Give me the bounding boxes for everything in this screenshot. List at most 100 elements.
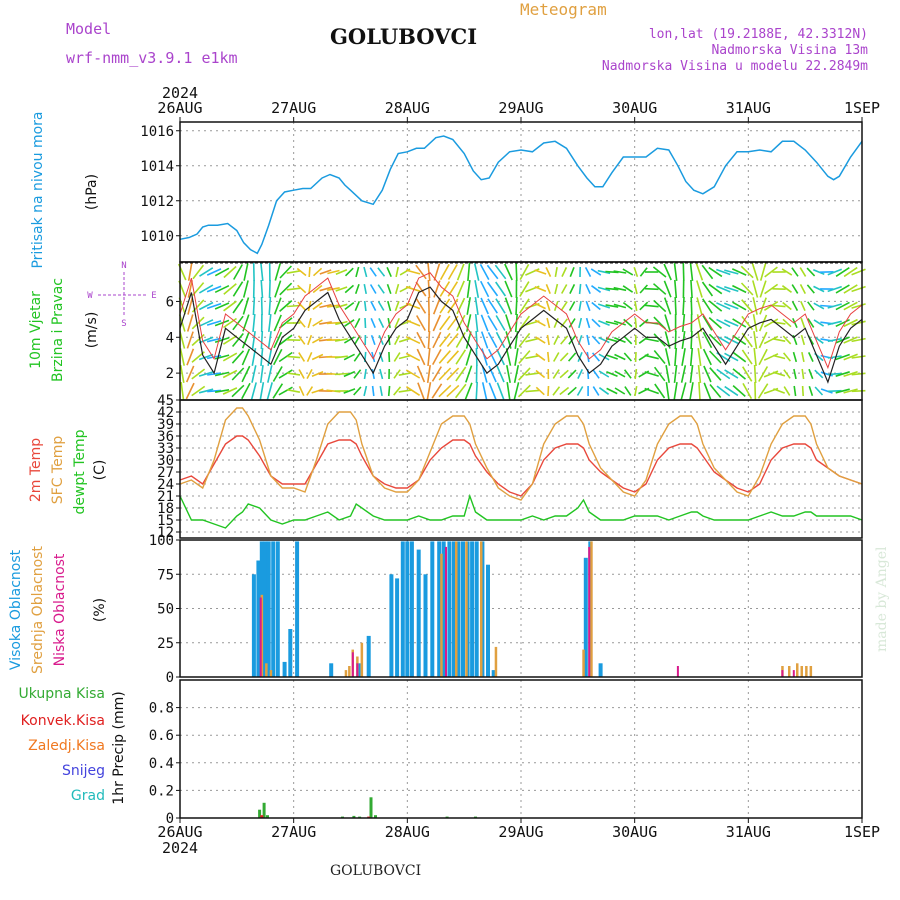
low-cloud-bar bbox=[259, 597, 262, 677]
wind-arrow bbox=[405, 386, 421, 396]
wind-arrow bbox=[273, 314, 282, 332]
mid-cloud-bar bbox=[805, 666, 808, 677]
wind-arrow bbox=[561, 267, 568, 277]
wind-arrow bbox=[758, 366, 769, 382]
wind-arrow bbox=[438, 367, 452, 381]
wind-arrow bbox=[198, 353, 214, 361]
wind-arrow bbox=[724, 269, 739, 275]
wind-arrow bbox=[702, 298, 713, 314]
compass-e: E bbox=[151, 291, 156, 301]
high-cloud-bar bbox=[583, 557, 588, 677]
legend-hail: Grad bbox=[71, 788, 105, 804]
wind-arrow bbox=[835, 371, 850, 377]
wind-arrow bbox=[327, 287, 340, 291]
wind-arrow bbox=[515, 262, 518, 282]
wind-arrow bbox=[851, 372, 866, 376]
wind-arrow bbox=[214, 267, 230, 277]
wind-arrow bbox=[394, 317, 400, 329]
wind-arrow bbox=[279, 265, 292, 279]
wind-arrow bbox=[843, 370, 858, 378]
high-cloud-bar bbox=[437, 541, 442, 677]
wind-arrow bbox=[812, 268, 825, 276]
wind-arrow bbox=[272, 366, 283, 382]
wind-arrow bbox=[415, 264, 427, 280]
wind-arrow bbox=[398, 389, 412, 393]
wind-arrow bbox=[439, 264, 450, 280]
wind-arrow bbox=[223, 317, 237, 329]
wind-arrow bbox=[806, 284, 815, 294]
wind-arrow bbox=[405, 319, 421, 327]
wind-arrow bbox=[843, 301, 858, 311]
wind-arrow bbox=[272, 383, 284, 399]
wind-arrow bbox=[742, 383, 753, 399]
high-cloud-bar bbox=[409, 541, 414, 677]
x-tick-label-bottom: 29AUG bbox=[498, 823, 543, 841]
wind-arrow bbox=[553, 352, 560, 362]
wind-arrow bbox=[206, 320, 222, 326]
wind-arrow bbox=[783, 369, 791, 379]
wind-arrow bbox=[697, 365, 702, 383]
legend-frz-precip: Zaledj.Kisa bbox=[28, 738, 105, 754]
temp2m-ylabel: 2m Temp bbox=[28, 438, 44, 502]
wind-arrow bbox=[296, 267, 307, 277]
wind-arrow bbox=[481, 382, 488, 400]
wind-arrow bbox=[552, 369, 560, 379]
wind-arrow bbox=[724, 285, 739, 293]
wind-arrow bbox=[273, 297, 282, 315]
wind-arrow bbox=[405, 369, 421, 379]
wind-arrow bbox=[567, 386, 577, 396]
y-tick-label: 1016 bbox=[140, 124, 174, 140]
wind-arrow bbox=[759, 297, 767, 315]
wind-arrow bbox=[814, 386, 824, 396]
temp-unit: (C) bbox=[92, 460, 108, 481]
wind-arrow bbox=[653, 333, 666, 347]
dewpt-line bbox=[179, 493, 863, 529]
wind-arrow bbox=[355, 266, 360, 278]
x-tick-label-top: 27AUG bbox=[271, 99, 316, 117]
wind-arrow bbox=[214, 389, 230, 393]
wind-arrow bbox=[576, 386, 584, 396]
wind-arrow bbox=[393, 352, 401, 362]
x-tick-label-top: 30AUG bbox=[612, 99, 657, 117]
wind-arrow bbox=[827, 285, 842, 293]
wind-arrow bbox=[696, 297, 703, 315]
wind-arrow bbox=[781, 285, 792, 293]
wind-arrow bbox=[731, 268, 747, 276]
wind-arrow bbox=[439, 281, 451, 297]
wind-arrow bbox=[801, 351, 805, 363]
wind-arrow bbox=[545, 300, 551, 312]
x-tick-label-bottom: 28AUG bbox=[385, 823, 430, 841]
wind-arrow bbox=[851, 355, 866, 359]
wind-arrow bbox=[206, 268, 222, 276]
wind-arrow bbox=[741, 349, 753, 365]
wind-arrow bbox=[835, 284, 850, 294]
total-precip-bar bbox=[258, 809, 262, 818]
wind-arrow bbox=[252, 296, 256, 316]
wind-arrow bbox=[716, 335, 731, 345]
wind-arrow bbox=[495, 331, 506, 349]
low-cloud-bar bbox=[792, 670, 795, 677]
wind-arrow bbox=[231, 367, 245, 381]
wind-arrow bbox=[335, 268, 348, 276]
wind-arrow bbox=[191, 316, 205, 330]
wind-arrow bbox=[454, 383, 467, 399]
wind-arrow bbox=[585, 317, 591, 329]
wind-arrow bbox=[466, 297, 471, 315]
wind-vector-field bbox=[177, 262, 866, 401]
wind-arrow bbox=[708, 300, 723, 312]
wind-arrow bbox=[231, 332, 244, 348]
wind-arrow bbox=[312, 319, 323, 327]
wind-arrow bbox=[701, 264, 714, 280]
wind-arrow bbox=[835, 318, 850, 328]
wind-arrow bbox=[623, 335, 633, 345]
wind-arrow bbox=[455, 314, 466, 332]
wind-arrow bbox=[353, 369, 362, 379]
y-tick-label: 25 bbox=[157, 636, 174, 652]
wind-arrow bbox=[268, 296, 272, 316]
wind-arrow bbox=[622, 301, 633, 311]
wind-arrow bbox=[827, 389, 842, 393]
wind-arrow bbox=[198, 301, 214, 311]
wind-arrow bbox=[525, 389, 540, 393]
wind-arrow bbox=[297, 284, 307, 294]
